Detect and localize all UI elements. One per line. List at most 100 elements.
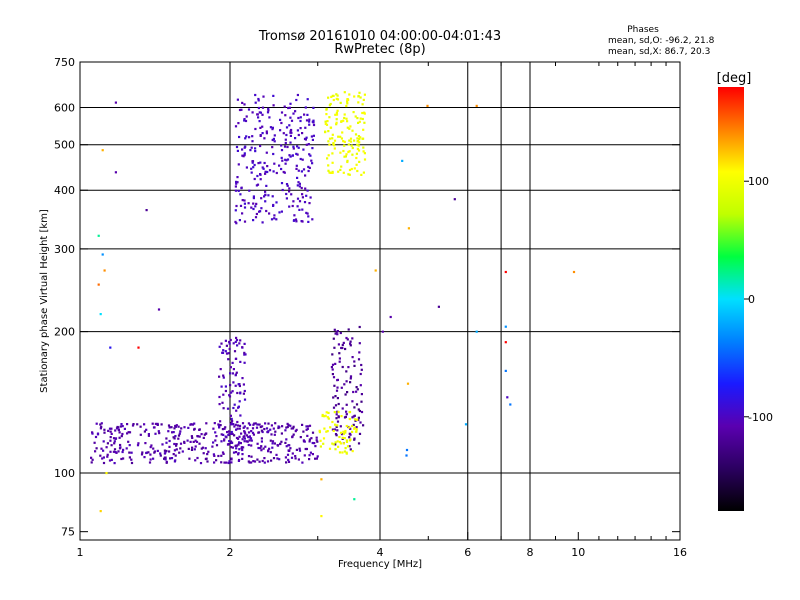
data-point	[238, 424, 242, 427]
data-point	[351, 129, 354, 132]
data-point	[285, 126, 289, 129]
data-point	[258, 120, 261, 123]
data-point	[285, 192, 288, 196]
data-point	[233, 434, 236, 437]
data-point	[222, 393, 225, 396]
data-point	[279, 442, 282, 445]
data-point	[269, 439, 272, 442]
data-point	[266, 111, 270, 114]
data-point	[227, 430, 231, 433]
data-point	[179, 430, 182, 433]
data-point	[229, 432, 232, 435]
stats-heading: Phases	[627, 25, 659, 35]
data-point	[354, 419, 357, 422]
data-point	[296, 197, 300, 200]
data-point	[362, 150, 365, 153]
data-point	[298, 185, 301, 188]
data-point	[320, 478, 323, 481]
data-point	[357, 408, 360, 411]
data-point	[328, 116, 331, 119]
data-point	[318, 431, 321, 434]
data-point	[332, 406, 336, 409]
data-point	[198, 442, 201, 445]
data-point	[296, 176, 299, 179]
data-point	[108, 427, 112, 430]
data-point	[257, 162, 260, 165]
data-point	[261, 132, 264, 135]
data-point	[221, 351, 225, 354]
data-point	[227, 352, 230, 355]
data-point	[173, 449, 176, 452]
data-point	[203, 433, 206, 436]
data-point	[120, 457, 123, 461]
data-point	[235, 180, 238, 183]
data-point	[91, 432, 94, 435]
data-point	[327, 130, 330, 133]
data-point	[357, 101, 360, 104]
data-point	[106, 455, 109, 458]
data-point	[109, 346, 112, 349]
data-point	[100, 447, 103, 450]
data-point	[286, 425, 289, 429]
data-point	[343, 113, 346, 116]
data-point	[260, 437, 263, 440]
data-point	[244, 137, 247, 140]
data-point	[172, 431, 175, 434]
data-point	[315, 457, 318, 460]
data-point	[250, 206, 253, 209]
data-point	[310, 135, 313, 138]
data-point	[251, 161, 254, 164]
data-point	[213, 422, 216, 425]
data-point	[193, 448, 196, 451]
data-point	[190, 435, 193, 438]
data-point	[273, 134, 276, 137]
data-point	[345, 117, 348, 120]
data-point	[340, 415, 343, 418]
data-point	[194, 459, 197, 462]
data-point	[175, 444, 178, 447]
data-point	[334, 113, 337, 116]
data-point	[350, 144, 353, 147]
data-point	[239, 442, 242, 445]
data-point	[234, 189, 237, 192]
data-point	[336, 333, 339, 336]
data-point	[202, 452, 205, 455]
data-point	[247, 443, 250, 447]
data-point	[256, 423, 259, 426]
data-point	[337, 135, 340, 138]
colorbar-tick-label: -100	[748, 411, 773, 424]
data-point	[347, 328, 350, 331]
data-point	[250, 167, 253, 170]
data-point	[302, 148, 305, 151]
data-point	[360, 363, 363, 367]
data-point	[255, 426, 259, 429]
data-point	[260, 207, 263, 210]
data-point	[243, 103, 246, 106]
data-point	[464, 423, 468, 426]
data-point	[307, 165, 310, 168]
data-point	[349, 375, 353, 378]
data-point	[280, 156, 283, 159]
data-point	[237, 122, 240, 125]
data-point	[259, 447, 262, 450]
data-point	[126, 432, 129, 435]
data-point	[280, 432, 283, 435]
data-point	[401, 159, 404, 162]
data-point	[218, 375, 221, 378]
data-point	[250, 146, 253, 149]
data-point	[99, 423, 102, 426]
data-point	[349, 433, 352, 436]
data-point	[174, 424, 177, 428]
data-point	[235, 357, 238, 360]
data-point	[346, 120, 349, 123]
data-point	[235, 182, 238, 185]
data-point	[294, 457, 297, 460]
data-point	[289, 141, 292, 144]
data-point	[504, 270, 507, 274]
data-point	[190, 448, 194, 451]
data-point	[154, 432, 157, 435]
data-point	[310, 159, 313, 162]
data-point	[237, 189, 240, 192]
data-point	[110, 432, 113, 435]
data-point	[349, 448, 352, 451]
